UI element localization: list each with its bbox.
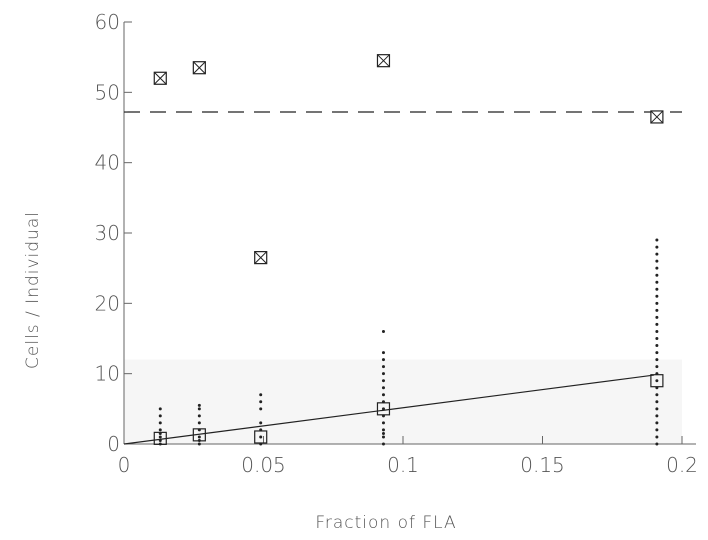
data-point-dot <box>381 358 385 362</box>
data-point-dot <box>197 428 201 432</box>
data-point-dot <box>655 287 659 291</box>
data-point-dot <box>655 407 659 411</box>
outlier-cross <box>254 251 268 264</box>
data-marks <box>153 54 664 446</box>
data-point-dot <box>259 393 263 397</box>
data-point-dot <box>158 428 162 432</box>
data-point-dot <box>655 351 659 355</box>
outlier-marker <box>153 71 167 85</box>
data-point-dot <box>381 400 385 404</box>
data-point-dot <box>158 435 162 439</box>
data-point-dot <box>655 372 659 376</box>
x-tick-label: 0.2 <box>666 453 698 477</box>
data-point-dot <box>381 435 385 439</box>
data-point-dot <box>655 280 659 284</box>
data-point-dot <box>381 393 385 397</box>
data-point-dot <box>655 238 659 242</box>
data-point-dot <box>655 421 659 425</box>
data-point-dot <box>655 329 659 333</box>
data-point-dot <box>197 403 201 407</box>
data-point-dot <box>259 435 263 439</box>
data-point-dot <box>655 435 659 439</box>
data-point-dot <box>655 344 659 348</box>
data-point-dot <box>655 315 659 319</box>
data-point-dot <box>381 428 385 432</box>
x-axis: 0 0.05 0.1 0.15 0.2 <box>118 436 698 477</box>
data-point-dot <box>381 421 385 425</box>
data-point-dot <box>655 322 659 326</box>
data-point-dot <box>197 438 201 442</box>
data-point-dot <box>655 365 659 369</box>
data-point-dot <box>197 435 201 439</box>
data-point-dot <box>655 379 659 383</box>
data-point-dot <box>381 379 385 383</box>
plot-shade <box>124 359 682 444</box>
data-point-dot <box>158 442 162 446</box>
y-tick-label: 10 <box>95 362 120 386</box>
data-point-dot <box>259 442 263 446</box>
data-point-dot <box>655 245 659 249</box>
data-point-dot <box>381 442 385 446</box>
outlier-marker <box>254 251 268 265</box>
data-point-dot <box>655 273 659 277</box>
outlier-marker <box>192 61 206 75</box>
data-point-dot <box>655 358 659 362</box>
data-point-dot <box>259 407 263 411</box>
outlier-cross <box>377 54 390 68</box>
x-axis-label: Fraction of FLA <box>315 513 456 533</box>
data-point-dot <box>655 386 659 390</box>
data-point-dot <box>158 407 162 411</box>
data-point-dot <box>197 421 201 425</box>
data-point-dot <box>381 386 385 390</box>
data-point-dot <box>259 421 263 425</box>
data-point-dot <box>655 252 659 256</box>
y-tick-label: 50 <box>95 80 120 104</box>
data-point-dot <box>158 431 162 435</box>
x-tick-label: 0.15 <box>520 453 565 477</box>
data-point-dot <box>655 337 659 340</box>
data-point-dot <box>381 372 385 376</box>
y-tick-label: 40 <box>95 151 120 175</box>
data-point-dot <box>655 414 659 418</box>
data-point-dot <box>655 308 659 312</box>
y-tick-label: 60 <box>95 10 120 34</box>
data-point-dot <box>197 442 201 446</box>
data-point-dot <box>655 301 659 305</box>
outlier-marker <box>376 54 391 68</box>
y-axis: 0 10 20 30 40 50 60 <box>95 10 132 456</box>
outlier-cross <box>153 71 167 85</box>
data-point-dot <box>259 400 263 404</box>
data-point-dot <box>655 393 659 397</box>
data-point-dot <box>158 414 162 418</box>
x-tick-label: 0 <box>118 453 131 477</box>
data-point-dot <box>197 407 201 411</box>
data-point-dot <box>381 414 385 418</box>
data-point-dot <box>655 442 659 446</box>
y-tick-label: 0 <box>107 432 120 456</box>
data-point-dot <box>381 329 385 333</box>
data-point-dot <box>655 400 659 404</box>
plot-area <box>124 359 682 444</box>
outlier-cross <box>192 61 206 75</box>
data-point-dot <box>381 431 385 435</box>
outlier-marker <box>650 110 664 124</box>
data-point-dot <box>381 407 385 411</box>
data-point-dot <box>259 428 263 432</box>
data-point-dot <box>655 259 659 263</box>
data-point-dot <box>655 428 659 432</box>
data-point-dot <box>655 266 659 270</box>
x-tick-label: 0.05 <box>241 453 286 477</box>
y-axis-label: Cells / Individual <box>23 211 43 369</box>
y-tick-label: 30 <box>95 221 120 245</box>
data-point-dot <box>158 438 162 442</box>
x-tick-label: 0.1 <box>387 453 419 477</box>
data-point-dot <box>381 365 385 369</box>
data-point-dot <box>655 294 659 298</box>
outlier-cross <box>650 110 664 124</box>
data-point-dot <box>197 414 201 418</box>
y-tick-label: 20 <box>95 291 120 315</box>
data-point-dot <box>381 351 385 355</box>
data-point-dot <box>158 421 162 425</box>
